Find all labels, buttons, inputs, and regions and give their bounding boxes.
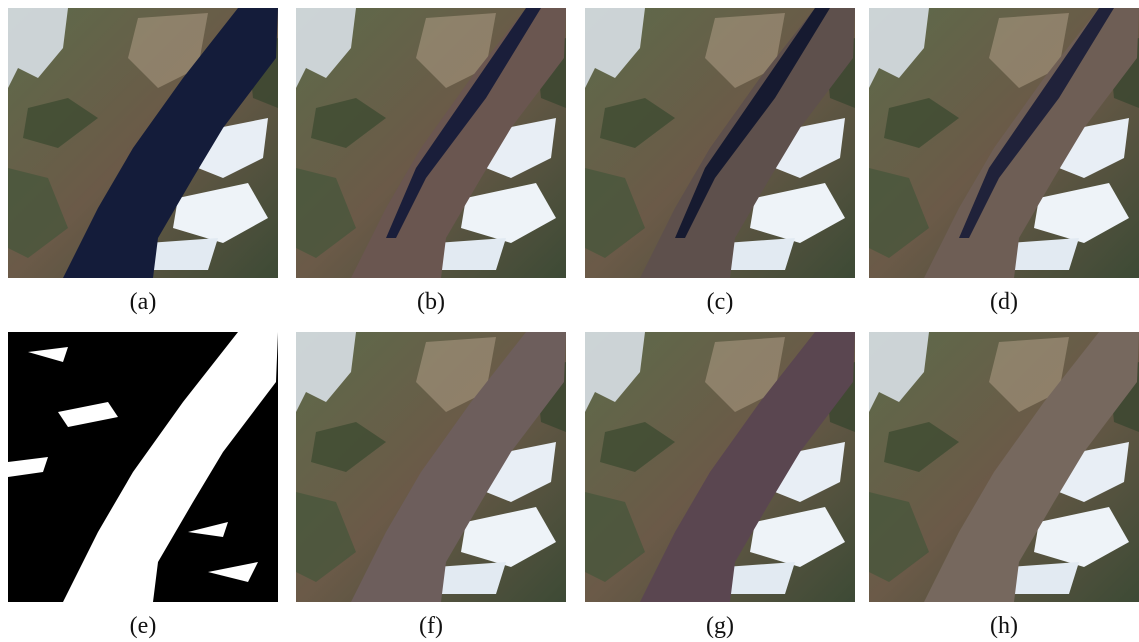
satellite-image	[8, 8, 278, 278]
figure: {"panels": [{"label": "(a)"}, {"label": …	[0, 0, 1139, 642]
panel: (e)	[8, 332, 278, 640]
satellite-image	[296, 8, 566, 278]
panel: (h)	[869, 332, 1139, 640]
panel: (a)	[8, 8, 278, 316]
satellite-image	[869, 332, 1139, 602]
panel-label: (c)	[585, 288, 855, 316]
panel-label: (b)	[296, 288, 566, 316]
satellite-image	[585, 332, 855, 602]
satellite-image	[296, 332, 566, 602]
panel-label: (h)	[869, 612, 1139, 640]
mask-image	[8, 332, 278, 602]
satellite-image	[869, 8, 1139, 278]
panel: (c)	[585, 8, 855, 316]
panel-label: (f)	[296, 612, 566, 640]
satellite-image	[585, 8, 855, 278]
panel-label: (a)	[8, 288, 278, 316]
panel: (f)	[296, 332, 566, 640]
panel-label: (d)	[869, 288, 1139, 316]
panel-label: (g)	[585, 612, 855, 640]
panel: (d)	[869, 8, 1139, 316]
panel: (g)	[585, 332, 855, 640]
panel-label: (e)	[8, 612, 278, 640]
panel: (b)	[296, 8, 566, 316]
